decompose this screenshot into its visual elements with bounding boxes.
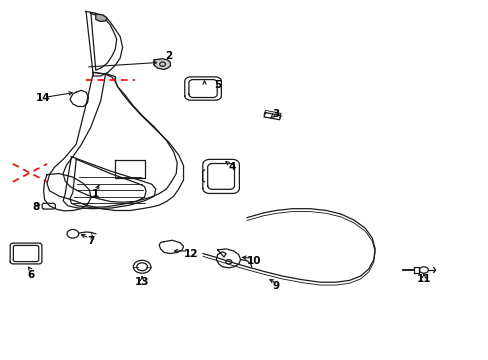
Text: 5: 5 <box>214 80 221 90</box>
Text: 13: 13 <box>135 277 149 287</box>
Text: 8: 8 <box>32 202 40 212</box>
Text: 9: 9 <box>272 281 279 291</box>
Text: 3: 3 <box>272 109 279 119</box>
Polygon shape <box>154 59 170 69</box>
Text: 6: 6 <box>27 270 35 280</box>
Text: 7: 7 <box>87 236 94 246</box>
Text: 14: 14 <box>36 93 51 103</box>
Text: 4: 4 <box>228 162 236 172</box>
Text: 10: 10 <box>246 256 261 266</box>
Polygon shape <box>96 14 107 22</box>
Text: 11: 11 <box>416 274 430 284</box>
Text: 1: 1 <box>92 189 99 199</box>
Text: 12: 12 <box>183 248 198 258</box>
Text: 2: 2 <box>165 51 172 61</box>
